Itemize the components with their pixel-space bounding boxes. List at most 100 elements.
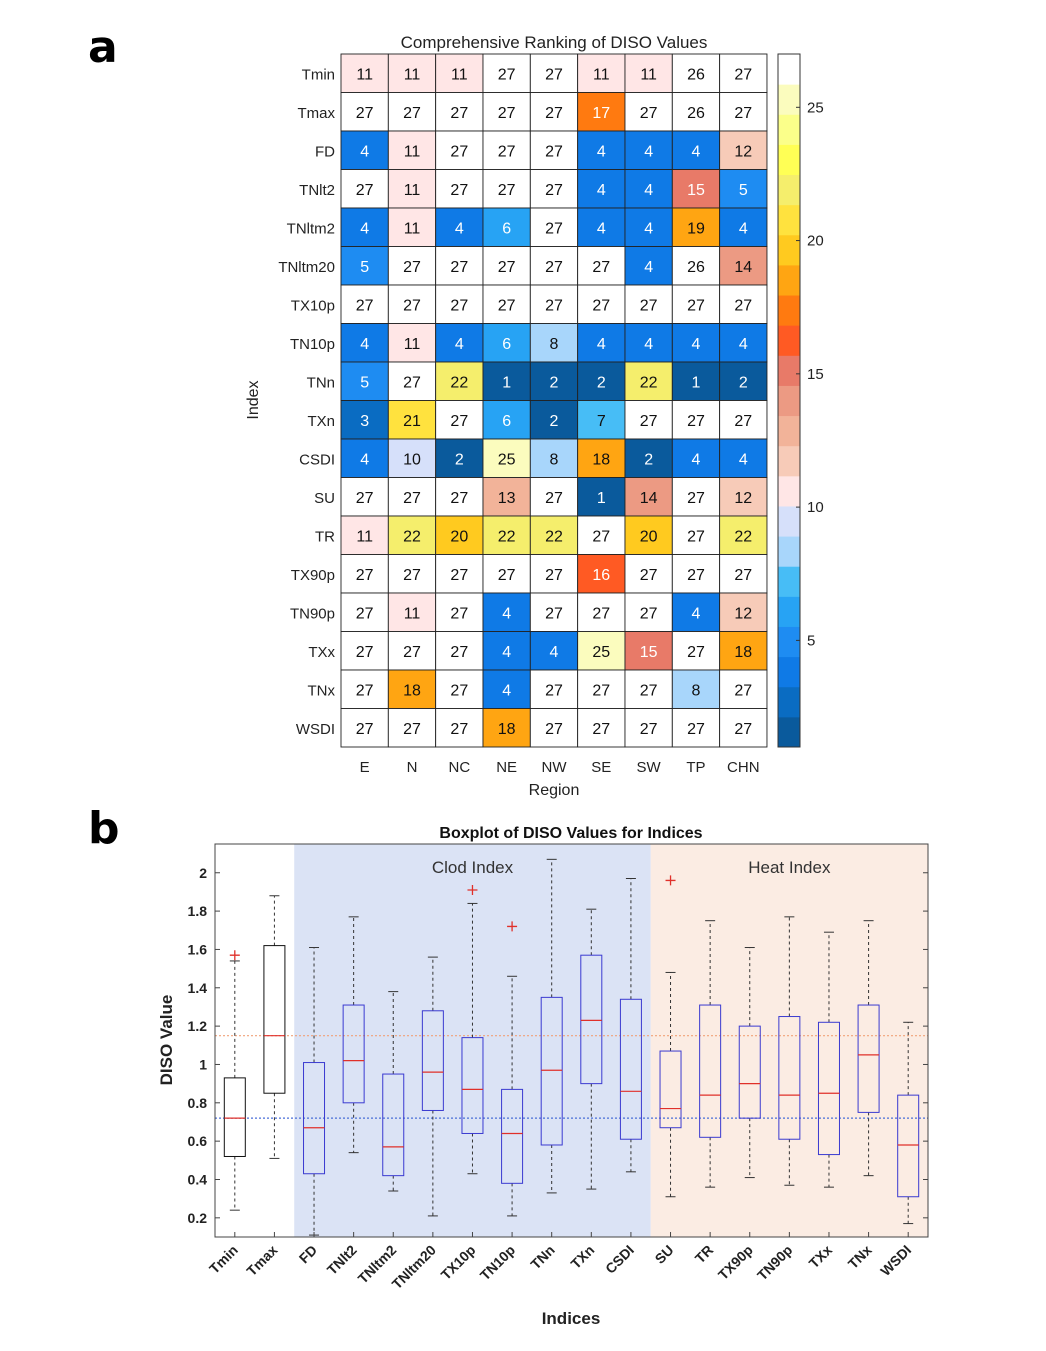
heatmap-cell-value: 27 — [545, 297, 563, 314]
heatmap-cell-value: 2 — [597, 374, 606, 391]
heatmap-cell — [340, 207, 389, 247]
heatmap-cell-value: 27 — [734, 567, 752, 584]
heatmap-cell-value: 27 — [640, 297, 658, 314]
heatmap-cell — [719, 361, 768, 401]
box-body — [501, 1088, 524, 1184]
y-tick-label: 0.6 — [188, 1133, 208, 1149]
heatmap-cell-value: 8 — [550, 336, 559, 353]
x-tick-label: TN90p — [754, 1242, 796, 1284]
heatmap-index-label: WSDI — [296, 721, 335, 738]
box-body — [857, 1004, 880, 1113]
boxplot-region-bands: Clod Index Heat Index — [294, 844, 928, 1237]
heatmap-cell-value: 27 — [403, 644, 421, 661]
heatmap-cell-value: 27 — [356, 682, 374, 699]
heatmap-cell — [435, 130, 484, 170]
x-tick-label: TX90p — [715, 1242, 756, 1283]
heatmap-cell-value: 11 — [404, 66, 421, 83]
colorbar-segment — [778, 144, 800, 176]
heatmap-cell-value: 27 — [687, 721, 705, 738]
heatmap-cell-value: 6 — [502, 413, 511, 430]
x-tick-label: TNn — [527, 1242, 558, 1273]
heatmap-cell-value: 11 — [640, 66, 657, 83]
heatmap-index-label: TN10p — [290, 336, 335, 353]
heatmap-cell-value: 4 — [644, 143, 653, 160]
heatmap-cell-value: 27 — [592, 605, 610, 622]
x-tick-label: TN10p — [477, 1242, 519, 1284]
heatmap-cell-value: 27 — [403, 490, 421, 507]
heatmap-cell — [435, 323, 484, 363]
heatmap-index-label: TX10p — [291, 297, 335, 314]
heatmap-index-label: TX90p — [291, 567, 335, 584]
heatmap-cell — [340, 361, 389, 401]
heatmap-region-label: E — [360, 759, 370, 776]
colorbar-segment — [778, 716, 800, 748]
heatmap-cell-value: 27 — [545, 259, 563, 276]
heatmap-cell-value: 4 — [360, 220, 369, 237]
heatmap-cell-value: 27 — [640, 105, 658, 122]
heatmap-cell — [482, 631, 531, 671]
heatmap-cell — [529, 284, 579, 324]
heatmap-index-label: TNx — [308, 682, 336, 699]
heatmap-cell-value: 12 — [734, 143, 752, 160]
heatmap-cell — [482, 169, 531, 209]
heatmap-cell-value: 4 — [739, 220, 748, 237]
heatmap-cell-value: 22 — [498, 528, 516, 545]
heatmap-cell-value: 2 — [550, 413, 559, 430]
heatmap-cell — [671, 669, 721, 709]
x-tick-label: FD — [296, 1242, 321, 1267]
heatmap-cell-value: 5 — [360, 374, 369, 391]
heatmap-cell — [719, 592, 768, 632]
colorbar-segment — [778, 596, 800, 627]
heatmap-cell-value: 27 — [356, 105, 374, 122]
heatmap-cell-value: 5 — [360, 259, 369, 276]
heatmap-cell — [671, 592, 721, 632]
heatmap-cell — [577, 438, 626, 478]
heatmap-cell-value: 22 — [403, 528, 421, 545]
heatmap-cell — [435, 477, 484, 517]
heatmap-cell-value: 27 — [687, 490, 705, 507]
heatmap-cell-value: 27 — [356, 182, 374, 199]
heatmap-cell-value: 27 — [498, 182, 516, 199]
region-label: Clod Index — [432, 858, 514, 877]
heatmap-cell — [387, 246, 437, 286]
heatmap-cell — [719, 246, 768, 286]
colorbar-segment — [778, 204, 800, 236]
x-tick-label: TNlt2 — [324, 1242, 360, 1278]
heatmap-cell-value: 4 — [360, 336, 369, 353]
colorbar-segment — [778, 84, 800, 115]
heatmap-index-label: TNltm2 — [287, 220, 335, 237]
heatmap-cell — [529, 669, 579, 709]
heatmap-cell — [671, 400, 721, 440]
box-body — [303, 1062, 326, 1175]
x-tick-label: Tmax — [243, 1242, 280, 1279]
heatmap-cell-value: 4 — [692, 336, 701, 353]
heatmap-cell-value: 27 — [640, 721, 658, 738]
heatmap-cell — [529, 92, 579, 132]
x-tick-label: Tmin — [206, 1242, 241, 1277]
box-body — [382, 1073, 405, 1177]
colorbar-segment — [778, 686, 800, 718]
heatmap-cell-value: 27 — [356, 297, 374, 314]
heatmap-cell-value: 4 — [597, 143, 606, 160]
box-body — [699, 1004, 722, 1138]
heatmap-cell — [624, 515, 673, 555]
heatmap-cell-value: 1 — [502, 374, 511, 391]
heatmap-cell-value: 27 — [450, 682, 468, 699]
box-body — [778, 1016, 801, 1140]
heatmap-cell — [482, 246, 531, 286]
heatmap-cell — [482, 669, 531, 709]
heatmap-cell — [624, 92, 673, 132]
heatmap-cell-value: 4 — [644, 336, 653, 353]
heatmap-cell-value: 12 — [734, 490, 752, 507]
y-tick-label: 0.2 — [188, 1210, 208, 1226]
heatmap-cell — [624, 708, 673, 748]
heatmap-region-label: CHN — [727, 759, 760, 776]
heatmap-cell — [387, 284, 437, 324]
heatmap-cell — [671, 515, 721, 555]
heatmap-cell — [577, 400, 626, 440]
box-body — [580, 954, 603, 1085]
colorbar-segment — [778, 355, 800, 386]
heatmap-cell-value: 27 — [687, 567, 705, 584]
heatmap-cell-value: 18 — [498, 721, 516, 738]
heatmap-cell-value: 5 — [739, 182, 748, 199]
